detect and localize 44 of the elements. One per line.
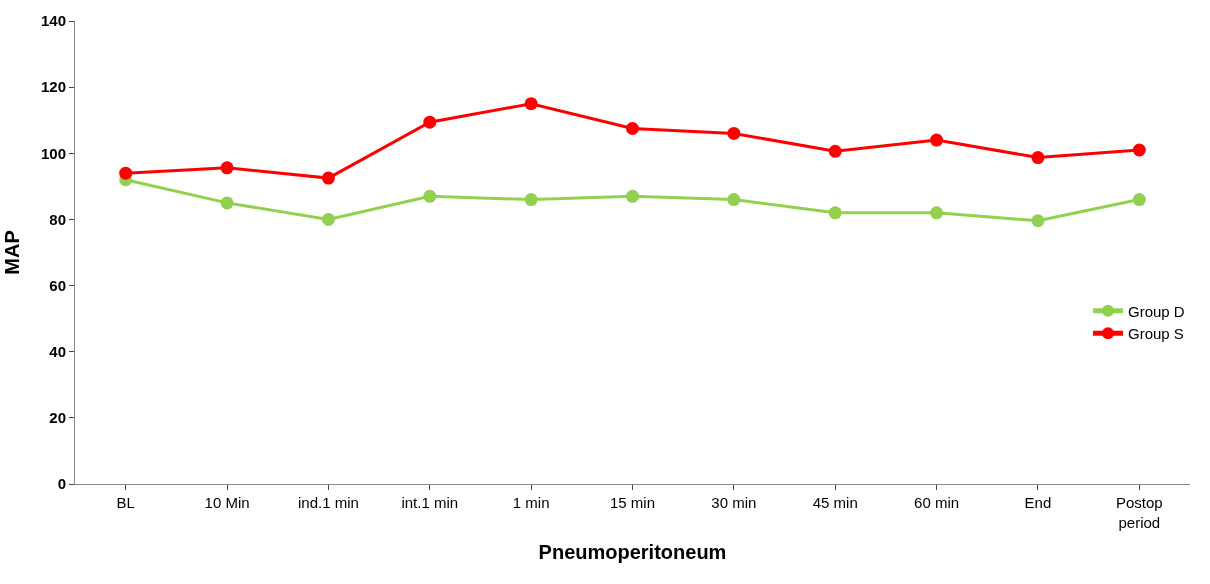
point <box>524 97 538 111</box>
x-tick-label: 1 min <box>512 494 550 511</box>
point <box>220 161 234 175</box>
x-tick-label: 45 min <box>812 494 858 511</box>
x-tick-label: 10 Min <box>204 494 250 511</box>
point <box>626 189 639 203</box>
y-tick-label: 120 <box>40 78 66 96</box>
y-tick-label: 100 <box>40 144 66 162</box>
x-tick-label: ind.1 min <box>297 494 359 511</box>
y-tick-label: 0 <box>57 475 66 493</box>
point <box>119 166 133 180</box>
point <box>626 121 639 135</box>
point <box>1031 214 1045 228</box>
point <box>423 115 437 129</box>
x-tick-label: End <box>1024 494 1052 511</box>
point <box>1132 143 1146 157</box>
y-tick-label: 20 <box>49 409 66 427</box>
point <box>727 126 741 140</box>
point <box>423 189 437 203</box>
x-tick-label: int.1 min <box>401 494 459 511</box>
y-axis-title: MAP <box>1 230 24 275</box>
y-tick-label: 140 <box>40 12 66 30</box>
x-tick-label: Postop period <box>1115 494 1163 531</box>
x-tick-label: BL <box>116 494 135 511</box>
x-axis-title: Pneumoperitoneum <box>538 541 727 563</box>
x-tick-label: 30 min <box>711 494 757 511</box>
x-tick-label: 60 min <box>914 494 960 511</box>
y-tick-label: 80 <box>49 210 66 228</box>
y-tick-label: 60 <box>49 276 66 294</box>
point <box>321 171 335 185</box>
legend-label: Group S <box>1128 325 1184 343</box>
point <box>930 206 944 220</box>
x-tick-label: 15 min <box>609 494 656 511</box>
legend-label: Group D <box>1128 302 1185 320</box>
point <box>220 196 234 210</box>
point <box>828 206 842 220</box>
point <box>930 133 944 147</box>
point <box>828 144 842 158</box>
point <box>727 193 741 207</box>
y-tick-label: 40 <box>49 342 66 360</box>
point <box>321 212 335 226</box>
point <box>1132 193 1146 207</box>
point <box>524 193 538 207</box>
point <box>1031 151 1045 165</box>
